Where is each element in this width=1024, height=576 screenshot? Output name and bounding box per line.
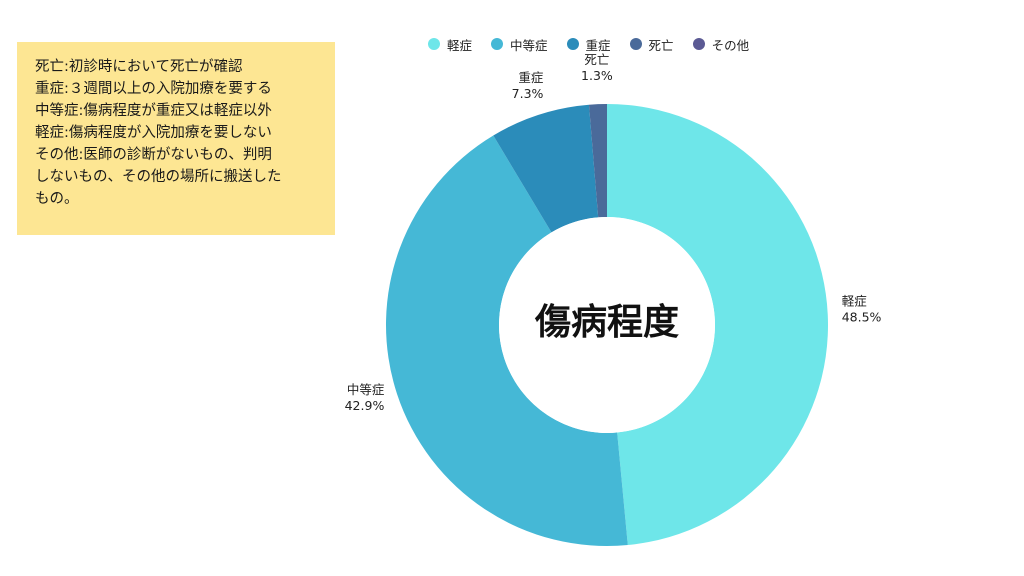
slice-severe xyxy=(493,104,599,233)
chart-center-title: 傷病程度 xyxy=(534,301,679,343)
slice-label-severe: 重症 xyxy=(518,70,543,85)
definition-note: 死亡:初診時において死亡が確認 重症:３週間以上の入院加療を要する 中等症:傷病… xyxy=(17,42,335,235)
slice-value-death: 1.3% xyxy=(581,68,613,83)
slice-mild xyxy=(607,103,829,546)
legend-dot-mild xyxy=(428,38,440,50)
legend-label-mild: 軽症 xyxy=(447,37,473,53)
legend-item-other: その他 xyxy=(692,35,750,54)
note-line-moderate: 中等症:傷病程度が重症又は軽症以外 xyxy=(35,103,272,119)
slice-moderate xyxy=(386,135,628,546)
slice-label-mild: 軽症 xyxy=(842,293,867,308)
legend-label-moderate: 中等症 xyxy=(510,37,548,53)
donut-hole xyxy=(499,217,715,433)
slice-label-death: 死亡 xyxy=(584,52,609,67)
note-line-other-3: もの。 xyxy=(35,191,79,207)
legend-item-severe: 重症 xyxy=(566,35,611,54)
legend-item-mild: 軽症 xyxy=(428,35,472,54)
legend-dot-severe xyxy=(566,38,579,50)
note-line-death: 死亡:初診時において死亡が確認 xyxy=(35,59,243,75)
legend-item-death: 死亡 xyxy=(629,35,674,54)
slice-value-mild: 48.5% xyxy=(842,309,882,324)
note-line-severe: 重症:３週間以上の入院加療を要する xyxy=(35,81,272,97)
slice-death xyxy=(588,104,607,218)
legend-label-severe: 重症 xyxy=(585,37,611,53)
legend-dot-death xyxy=(629,38,642,50)
chart-slices xyxy=(386,103,829,546)
note-line-other-1: その他:医師の診断がないもの、判明 xyxy=(35,147,272,163)
legend-label-other: その他 xyxy=(711,37,750,53)
legend-label-death: 死亡 xyxy=(648,37,674,53)
chart-legend: 軽症 中等症 重症 死亡 その他 xyxy=(428,35,768,53)
legend-dot-moderate xyxy=(491,38,504,50)
note-line-other-2: しないもの、その他の場所に搬送した xyxy=(35,169,282,185)
legend-item-moderate: 中等症 xyxy=(491,35,548,54)
slice-value-moderate: 42.9% xyxy=(345,398,385,413)
note-line-mild: 軽症:傷病程度が入院加療を要しない xyxy=(35,125,272,141)
legend-dot-other xyxy=(692,38,705,50)
slice-label-moderate: 中等症 xyxy=(347,382,385,397)
slice-value-severe: 7.3% xyxy=(512,86,544,101)
